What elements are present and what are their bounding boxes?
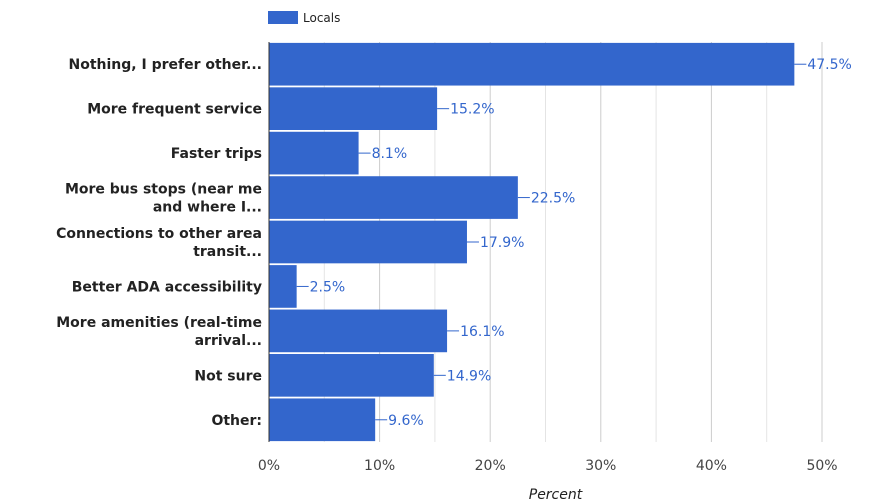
data-label: 17.9% — [480, 235, 524, 251]
axes: 0% 10% 20% 30% 40% 50% Percent — [258, 42, 838, 503]
x-tick-label: 0% — [258, 458, 280, 474]
category-label: More amenities (real-time — [56, 315, 262, 331]
data-label: 15.2% — [450, 102, 494, 118]
category-label: and where I... — [153, 200, 262, 216]
data-label: 22.5% — [531, 191, 575, 207]
category-label: Faster trips — [171, 146, 262, 162]
legend-swatch — [268, 11, 298, 24]
category-label: arrival... — [195, 333, 262, 349]
data-label: 16.1% — [460, 324, 504, 340]
bar — [269, 87, 438, 130]
x-tick-label: 10% — [364, 458, 395, 474]
data-label: 2.5% — [310, 279, 346, 295]
legend-label: Locals — [303, 11, 340, 25]
x-tick-label: 40% — [696, 458, 727, 474]
category-label: Better ADA accessibility — [72, 279, 262, 295]
bar — [269, 398, 376, 442]
bar — [269, 176, 518, 219]
data-label: 47.5% — [807, 57, 851, 73]
bar — [269, 42, 795, 86]
x-axis-title: Percent — [529, 487, 583, 503]
x-tick-label: 30% — [585, 458, 616, 474]
category-label: Not sure — [194, 368, 262, 384]
legend[interactable]: Locals — [268, 11, 340, 25]
category-label: Other: — [211, 413, 262, 429]
data-label: 9.6% — [388, 413, 424, 429]
bar — [269, 131, 359, 175]
data-label: 8.1% — [372, 146, 408, 162]
bars — [269, 42, 795, 442]
category-label: More frequent service — [87, 102, 262, 118]
category-label: Connections to other area — [56, 226, 262, 242]
bar — [269, 309, 448, 353]
category-label: Nothing, I prefer other... — [69, 57, 262, 73]
bar — [269, 265, 297, 308]
category-label: More bus stops (near me — [65, 182, 262, 198]
x-tick-label: 50% — [806, 458, 837, 474]
data-label: 14.9% — [447, 368, 491, 384]
category-label: transit... — [193, 244, 262, 260]
x-tick-label: 20% — [475, 458, 506, 474]
bar — [269, 354, 434, 397]
labels: 47.5% Nothing, I prefer other... 15.2% More… — [56, 57, 852, 429]
bar — [269, 220, 467, 264]
